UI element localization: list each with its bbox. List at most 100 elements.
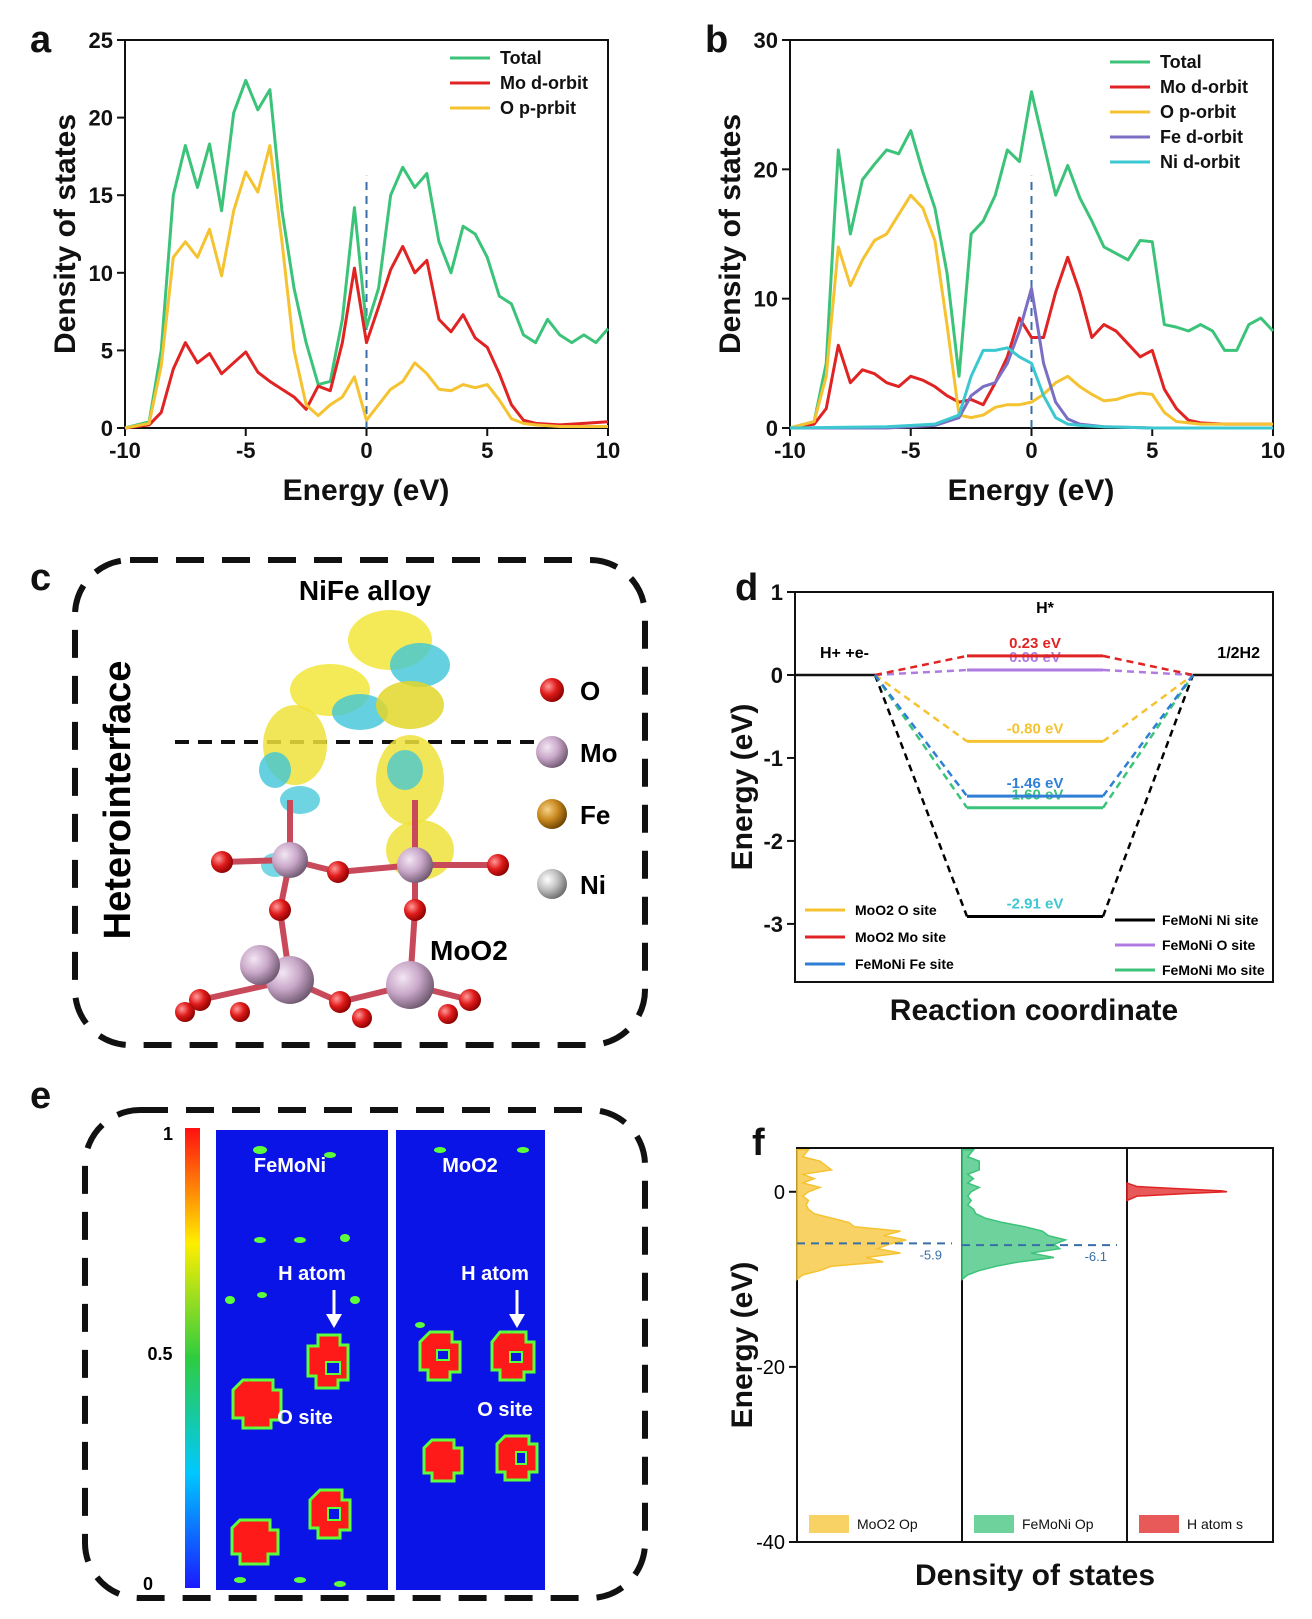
mo-atom xyxy=(240,945,280,985)
panel-d-plot-frame xyxy=(794,591,1274,983)
y-tick-label: -40 xyxy=(756,1532,785,1554)
y-tick-label: -20 xyxy=(756,1357,785,1379)
elf-map-femoni-features xyxy=(225,1146,360,1587)
y-tick-label: 0 xyxy=(774,1182,785,1204)
legend-o-atom-icon xyxy=(540,678,564,702)
elf-map-moo2-arrowhead-icon xyxy=(509,1314,525,1328)
connector-femoni-fe-site xyxy=(874,674,968,797)
panel-c-legend: O Mo Fe Ni xyxy=(536,676,618,900)
o-atom xyxy=(269,899,291,921)
panel-f-plot-frame xyxy=(796,1147,1274,1543)
o-atom xyxy=(329,991,351,1013)
elf-map-separator xyxy=(388,1130,396,1590)
legend-ni-atom-icon xyxy=(537,869,567,899)
series-line-total xyxy=(789,90,1275,430)
x-tick-label: -5 xyxy=(901,438,921,463)
legend-label: FeMoNi O site xyxy=(1162,937,1256,953)
colorbar-tick-1: 1 xyxy=(163,1124,173,1144)
legend-label: FeMoNi Op xyxy=(1022,1516,1094,1532)
pdos-area-h-atom-s xyxy=(1126,1181,1228,1202)
series-line-mo-d-orbit xyxy=(124,244,609,430)
legend-label: Ni d-orbit xyxy=(1160,152,1240,172)
o-atom xyxy=(438,1004,458,1024)
elf-map-moo2-title: MoO2 xyxy=(442,1155,498,1177)
connector-moo2-o-site xyxy=(874,673,968,743)
panel-letter-c: c xyxy=(30,557,51,599)
y-tick-label: 10 xyxy=(754,287,778,312)
elf-map-femoni xyxy=(216,1130,396,1590)
panel-a-x-axis-title: Energy (eV) xyxy=(283,474,450,507)
panel-e-elf-maps: 1 0.5 0 FeMoNi H atom O site xyxy=(82,1107,648,1601)
panel-letter-b: b xyxy=(705,19,728,61)
colorbar xyxy=(185,1128,200,1588)
legend-label: Total xyxy=(1160,52,1202,72)
pdos-area-femoni-op xyxy=(961,1149,1068,1281)
panel-e-dashed-frame xyxy=(82,1107,648,1601)
legend-fe-label: Fe xyxy=(580,800,610,830)
connector-femoni-ni-site xyxy=(873,674,969,917)
legend-label: MoO2 Mo site xyxy=(855,929,946,945)
panel-c-structure: NiFe alloy Heterointerface xyxy=(72,557,648,1048)
connector-femoni-ni-site xyxy=(1101,674,1195,917)
o-atom xyxy=(189,989,211,1011)
panel-c-substrate-label: MoO2 xyxy=(430,935,508,966)
elf-map-moo2-o-site-label: O site xyxy=(477,1399,533,1421)
x-tick-label: 0 xyxy=(1025,438,1037,463)
legend-swatch xyxy=(1139,1515,1179,1533)
panel-d-intermediate-label: H* xyxy=(1036,600,1055,617)
o-atom xyxy=(230,1002,250,1022)
x-tick-label: 10 xyxy=(596,438,620,463)
mo-atom xyxy=(386,961,434,1009)
panel-b-y-axis-title: Density of states xyxy=(714,114,747,354)
band-center-label: -6.1 xyxy=(1085,1249,1107,1264)
panel-d-end-label: 1/2H2 xyxy=(1217,645,1260,662)
legend-label: O p-orbit xyxy=(1160,102,1236,122)
legend-mo-label: Mo xyxy=(580,738,618,768)
x-tick-label: 5 xyxy=(1146,438,1158,463)
series-line-mo-d-orbit xyxy=(789,255,1273,430)
y-tick-label: -3 xyxy=(763,912,783,937)
legend-label: Fe d-orbit xyxy=(1160,127,1243,147)
legend-swatch xyxy=(974,1515,1014,1533)
connector-femoni-o-site xyxy=(874,668,968,677)
x-tick-label: -10 xyxy=(109,438,141,463)
x-tick-label: 0 xyxy=(360,438,372,463)
y-tick-label: 0 xyxy=(766,416,778,441)
series-line-ni-d-orbit xyxy=(789,346,1273,430)
o-atom xyxy=(175,1002,195,1022)
series-line-total xyxy=(124,78,610,430)
panel-c-side-label: Heterointerface xyxy=(97,661,139,940)
colorbar-tick-0: 0 xyxy=(143,1574,153,1594)
legend-fe-atom-icon xyxy=(537,799,567,829)
o-atom xyxy=(327,861,349,883)
legend-o-label: O xyxy=(580,676,600,706)
o-atom xyxy=(487,854,509,876)
legend-ni-label: Ni xyxy=(580,870,606,900)
legend-label: MoO2 O site xyxy=(855,902,937,918)
panel-c-title: NiFe alloy xyxy=(299,575,432,606)
legend-label: MoO2 Op xyxy=(857,1516,918,1532)
panel-c-dashed-frame xyxy=(72,557,648,1048)
panel-letter-e: e xyxy=(30,1075,51,1117)
panel-d-y-axis-title: Energy (eV) xyxy=(726,704,759,871)
panel-b-x-axis-title: Energy (eV) xyxy=(948,474,1115,507)
panel-f-pdos-chart: 0 -20 -40 -5.9 MoO2 Op -6.1 FeMoNi Op H atom s… xyxy=(726,1147,1274,1592)
legend-label: H atom s xyxy=(1187,1516,1243,1532)
y-tick-label: 20 xyxy=(89,106,113,131)
series-line-o-p-prbit xyxy=(124,144,608,430)
legend-label: FeMoNi Fe site xyxy=(855,956,954,972)
connector-moo2-o-site xyxy=(1102,673,1194,743)
atoms xyxy=(175,842,509,1028)
y-tick-label: 20 xyxy=(754,157,778,182)
mo-atom xyxy=(272,842,308,878)
legend-label: Mo d-orbit xyxy=(1160,77,1248,97)
x-tick-label: 10 xyxy=(1261,438,1285,463)
elf-map-moo2-h-atom-label: H atom xyxy=(461,1263,529,1285)
legend-mo-atom-icon xyxy=(536,736,568,768)
o-atom xyxy=(404,899,426,921)
x-tick-label: -10 xyxy=(774,438,806,463)
o-atom xyxy=(352,1008,372,1028)
o-atom xyxy=(211,851,233,873)
y-tick-label: 25 xyxy=(89,28,113,53)
